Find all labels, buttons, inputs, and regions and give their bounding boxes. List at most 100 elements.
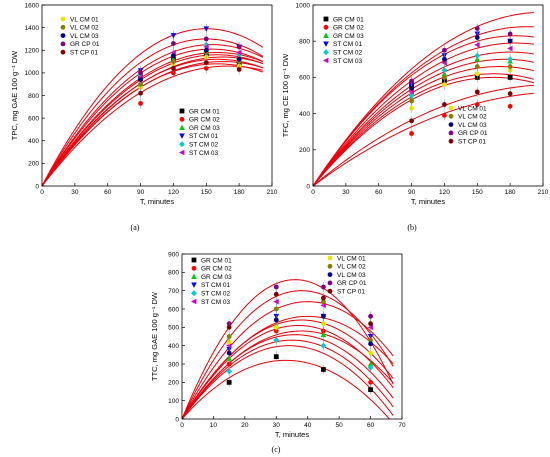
legend-label: VL CM 03 bbox=[458, 122, 487, 129]
legend-marker bbox=[327, 288, 333, 294]
data-point bbox=[409, 85, 414, 91]
legend-marker bbox=[179, 149, 185, 156]
fit-curve bbox=[42, 48, 264, 186]
data-point bbox=[321, 284, 326, 290]
data-point bbox=[409, 118, 414, 124]
data-point bbox=[368, 341, 373, 347]
series-st-cm-03 bbox=[408, 39, 513, 97]
series-gr-cp-01 bbox=[409, 23, 513, 87]
fit-curve bbox=[182, 345, 394, 419]
series-st-cp-01 bbox=[409, 86, 513, 126]
y-tick-label: 1000 bbox=[296, 2, 311, 9]
fit-curve bbox=[42, 63, 263, 186]
legend-marker bbox=[191, 265, 197, 271]
x-tick-label: 120 bbox=[168, 189, 179, 196]
y-tick-label: 0 bbox=[175, 416, 179, 423]
legend-label: VL CM 02 bbox=[70, 25, 99, 32]
x-tick-label: 20 bbox=[241, 422, 249, 429]
legend-label: ST CM 02 bbox=[333, 50, 363, 57]
data-point bbox=[171, 41, 176, 46]
y-tick-label: 400 bbox=[299, 111, 310, 118]
data-point bbox=[320, 302, 326, 309]
series-st-cp-01 bbox=[226, 289, 373, 333]
legend-label: GR CP 01 bbox=[458, 130, 488, 137]
fit-curve bbox=[313, 66, 534, 186]
data-point bbox=[409, 78, 414, 84]
series-vl-cm-02 bbox=[226, 296, 373, 346]
y-tick-label: 0 bbox=[306, 183, 310, 190]
legend-label: VL CM 02 bbox=[458, 114, 487, 121]
data-point bbox=[368, 387, 373, 393]
y-axis-label: TPC, mg GAE 100 g⁻¹ DW bbox=[10, 50, 19, 140]
legend-label: VL CM 01 bbox=[337, 255, 366, 262]
x-tick-label: 90 bbox=[137, 189, 145, 196]
data-point bbox=[273, 306, 279, 312]
legend-label: ST CM 01 bbox=[189, 133, 219, 140]
legend-marker bbox=[60, 41, 66, 47]
y-tick-label: 0 bbox=[35, 183, 39, 190]
fit-curve bbox=[313, 51, 534, 186]
legend-marker bbox=[327, 255, 333, 261]
data-point bbox=[273, 354, 279, 360]
legend-label: ST CM 02 bbox=[189, 142, 219, 149]
series-vl-cm-03 bbox=[138, 45, 242, 85]
x-tick-label: 120 bbox=[439, 189, 450, 196]
x-tick-label: 150 bbox=[472, 189, 483, 196]
y-tick-label: 900 bbox=[168, 251, 179, 258]
y-tick-label: 600 bbox=[299, 75, 310, 82]
legend-marker bbox=[448, 113, 454, 119]
x-tick-label: 10 bbox=[210, 422, 218, 429]
x-tick-label: 0 bbox=[40, 189, 44, 196]
legend-marker bbox=[191, 257, 197, 263]
data-point bbox=[226, 342, 232, 349]
x-tick-label: 60 bbox=[104, 189, 112, 196]
fit-curve bbox=[182, 301, 394, 419]
legend-marker bbox=[323, 49, 329, 56]
data-point bbox=[507, 56, 514, 63]
series-gr-cm-03 bbox=[408, 54, 513, 105]
legend-marker bbox=[60, 16, 66, 22]
series-vl-cm-01 bbox=[226, 318, 373, 358]
legend-marker bbox=[327, 280, 333, 286]
data-point bbox=[226, 355, 232, 361]
data-point bbox=[474, 64, 480, 69]
x-tick-label: 0 bbox=[311, 189, 315, 196]
data-point bbox=[236, 49, 242, 56]
legend-marker bbox=[323, 57, 329, 64]
legend-marker bbox=[323, 24, 329, 30]
data-point bbox=[321, 367, 326, 372]
data-point bbox=[368, 321, 373, 327]
legend-label: GR CM 01 bbox=[201, 257, 232, 264]
data-point bbox=[171, 59, 176, 64]
legend-marker bbox=[327, 263, 333, 269]
data-point bbox=[170, 33, 177, 39]
legend-label: ST CM 02 bbox=[201, 291, 231, 298]
legend-label: GR CP 01 bbox=[337, 280, 367, 287]
series-gr-cm-01 bbox=[226, 351, 373, 395]
legend-marker bbox=[191, 298, 197, 305]
data-point bbox=[368, 379, 373, 385]
data-point bbox=[474, 42, 480, 48]
y-tick-label: 700 bbox=[168, 288, 179, 295]
data-point bbox=[368, 350, 373, 356]
series-vl-cm-03 bbox=[226, 311, 373, 358]
data-point bbox=[321, 295, 326, 301]
data-point bbox=[273, 284, 279, 290]
legend-marker bbox=[448, 122, 454, 127]
legend-label: ST CP 01 bbox=[70, 50, 98, 57]
x-axis-label: T, minutes bbox=[411, 197, 445, 206]
x-tick-label: 50 bbox=[336, 422, 344, 429]
legend-label: VL CM 03 bbox=[337, 272, 366, 279]
data-point bbox=[320, 342, 327, 349]
fit-curve bbox=[182, 334, 394, 419]
x-tick-label: 60 bbox=[375, 189, 383, 196]
data-point bbox=[138, 77, 143, 83]
fit-curve bbox=[313, 76, 534, 186]
y-tick-label: 200 bbox=[168, 380, 179, 387]
legend-marker bbox=[179, 116, 185, 122]
